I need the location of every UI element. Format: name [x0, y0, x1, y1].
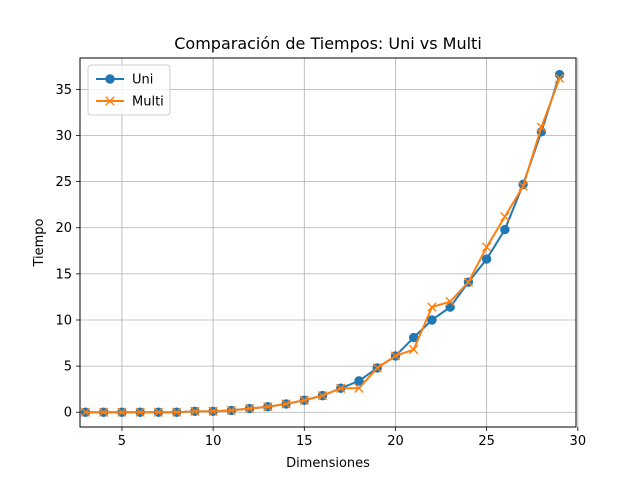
- data-point-multi: [536, 122, 547, 132]
- data-point-multi: [135, 407, 145, 417]
- data-point-multi: [281, 399, 291, 409]
- legend-label-multi: Multi: [132, 95, 164, 110]
- data-point-multi: [500, 211, 510, 222]
- data-point-multi: [427, 302, 437, 312]
- y-tick-label: 0: [64, 406, 72, 421]
- data-point-multi: [336, 383, 346, 393]
- data-point-uni: [354, 376, 364, 386]
- data-point-uni: [427, 315, 437, 325]
- x-tick-label: 25: [478, 434, 495, 449]
- data-point-multi: [190, 406, 200, 417]
- data-point-multi: [518, 181, 528, 191]
- data-point-multi: [354, 383, 364, 393]
- data-point-multi: [117, 407, 127, 417]
- y-tick-label: 30: [55, 129, 72, 144]
- y-tick-label: 25: [55, 175, 72, 190]
- legend-label-uni: Uni: [132, 73, 153, 88]
- data-point-multi: [372, 363, 382, 373]
- data-point-multi: [299, 395, 309, 405]
- series-layer: [80, 69, 565, 417]
- data-point-multi: [463, 277, 474, 287]
- x-tick-label: 20: [387, 434, 404, 449]
- data-point-uni: [481, 254, 492, 264]
- data-point-uni: [445, 302, 455, 312]
- x-tick-label: 15: [296, 434, 313, 449]
- legend-item-uni: Uni: [96, 73, 153, 88]
- data-point-multi: [554, 73, 565, 83]
- x-axis-label: Dimensiones: [286, 456, 370, 471]
- y-tick-label: 35: [55, 83, 72, 98]
- data-point-multi: [317, 390, 328, 401]
- data-point-multi: [445, 296, 455, 307]
- y-tick-label: 10: [55, 313, 72, 328]
- data-point-multi: [208, 406, 218, 417]
- x-tick-label: 5: [118, 434, 126, 449]
- x-tick-label: 10: [205, 434, 222, 449]
- ticks: 5 10 15 20 25 30 0 5 10 15 20 25 30 35: [55, 83, 586, 449]
- data-point-multi: [244, 403, 255, 414]
- legend-item-multi: Multi: [96, 95, 164, 110]
- legend-marker-multi: [105, 96, 115, 106]
- data-point-multi: [226, 405, 237, 416]
- legend: Uni Multi: [87, 64, 171, 116]
- data-point-uni: [500, 224, 510, 235]
- series-multi: [80, 73, 565, 417]
- y-tick-label: 15: [55, 267, 72, 282]
- data-point-multi: [80, 407, 91, 417]
- data-point-multi: [99, 407, 109, 417]
- plot-frame: [79, 57, 577, 428]
- y-axis-label: Tiempo: [32, 218, 47, 267]
- data-point-multi: [481, 242, 492, 252]
- x-tick-label: 30: [570, 434, 587, 449]
- chart-title: Comparación de Tiempos: Uni vs Multi: [174, 34, 482, 53]
- data-point-multi: [263, 402, 273, 412]
- data-point-multi: [390, 351, 401, 361]
- data-point-multi: [153, 407, 164, 417]
- grid: [80, 58, 579, 427]
- data-point-multi: [409, 344, 419, 355]
- y-tick-label: 5: [64, 360, 72, 375]
- data-point-multi: [171, 407, 182, 417]
- legend-marker-uni: [105, 74, 115, 84]
- y-tick-label: 20: [55, 221, 72, 236]
